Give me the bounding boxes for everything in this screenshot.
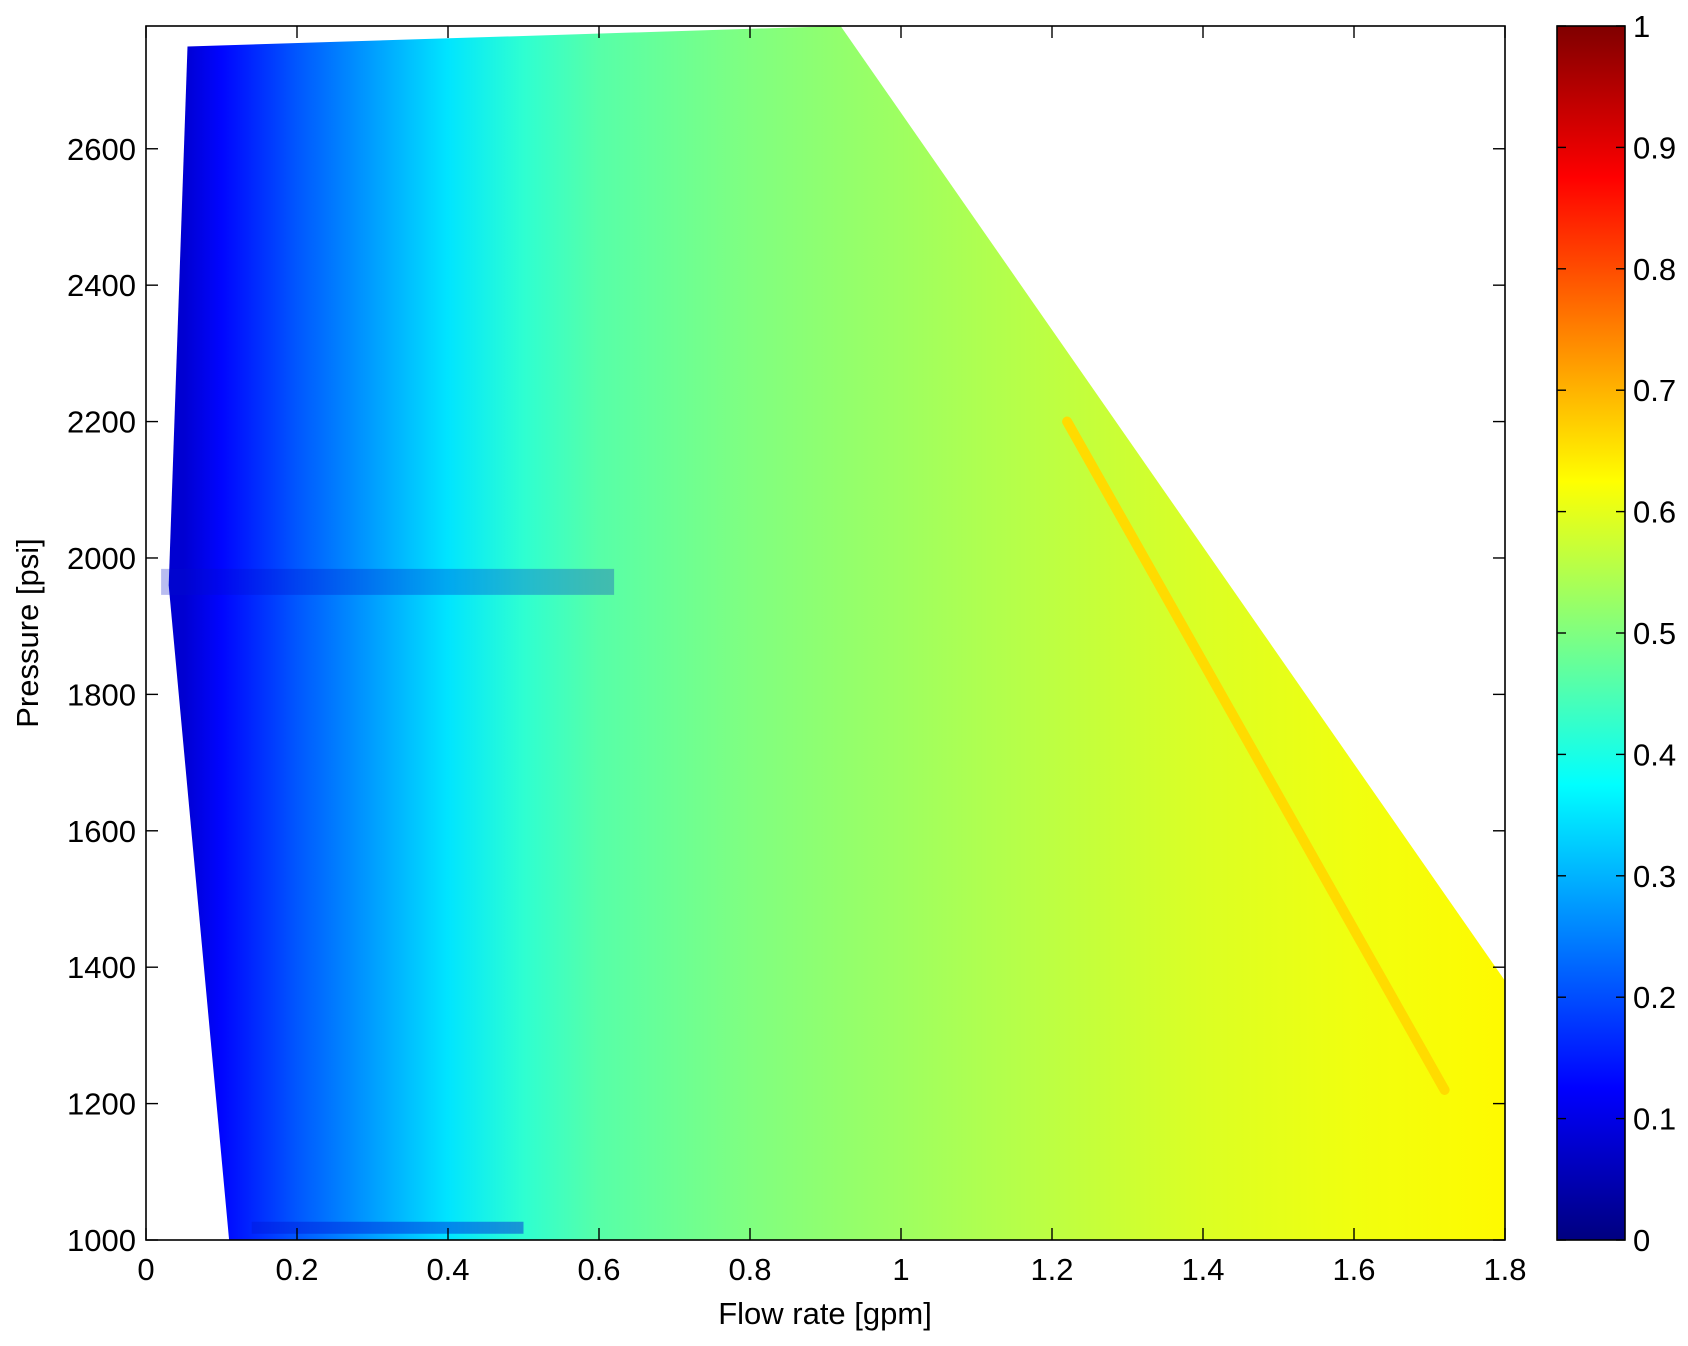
colorbar-tick-label: 0.4 [1633, 737, 1676, 772]
y-tick-label: 1800 [67, 677, 136, 712]
y-tick-label: 2400 [67, 268, 136, 303]
x-tick-label: 1.2 [1030, 1252, 1073, 1287]
x-tick-label: 1.6 [1332, 1252, 1375, 1287]
y-axis-title: Pressure [psi] [10, 538, 45, 728]
colorbar-tick-label: 1 [1633, 9, 1650, 44]
y-tick-label: 1000 [67, 1223, 136, 1258]
x-axis-title: Flow rate [gpm] [718, 1296, 932, 1331]
x-tick-label: 0 [137, 1252, 154, 1287]
colorbar-tick-label: 0 [1633, 1223, 1650, 1258]
colorbar-tick-label: 0.2 [1633, 980, 1676, 1015]
colorbar-tick-label: 0.5 [1633, 616, 1676, 651]
colorbar-tick-label: 0.1 [1633, 1102, 1676, 1137]
colorbar-tick-label: 0.3 [1633, 859, 1676, 894]
yellow-ridge [1062, 416, 1450, 1095]
colorbar [1556, 25, 1626, 1241]
colorbar-tick-label: 0.8 [1633, 252, 1676, 287]
colorbar-tick-label: 0.9 [1633, 130, 1676, 165]
y-tick-label: 2200 [67, 405, 136, 440]
x-tick-label: 1 [892, 1252, 909, 1287]
x-tick-label: 0.2 [275, 1252, 318, 1287]
x-tick-label: 0.4 [426, 1252, 469, 1287]
colorbar-tick-label: 0.6 [1633, 495, 1676, 530]
x-tick-label: 0.8 [728, 1252, 771, 1287]
x-tick-label: 1.4 [1181, 1252, 1224, 1287]
x-axis: 0 0.2 0.4 0.6 0.8 1 1.2 1.4 1.6 1.8 [137, 26, 1527, 1287]
y-axis: 1000 1200 1400 1600 1800 2000 2200 2400 2600 [67, 132, 1505, 1258]
y-tick-label: 1400 [67, 950, 136, 985]
x-tick-label: 0.6 [577, 1252, 620, 1287]
y-tick-label: 1600 [67, 814, 136, 849]
y-tick-label: 1200 [67, 1087, 136, 1122]
y-tick-label: 2600 [67, 132, 136, 167]
colorbar-tick-label: 0.7 [1633, 373, 1676, 408]
plot-frame [145, 25, 1506, 1241]
y-tick-label: 2000 [67, 541, 136, 576]
x-tick-label: 1.8 [1483, 1252, 1526, 1287]
colorbar-axis: 0 0.1 0.2 0.3 0.4 0.5 0.6 0.7 0.8 0.9 1 [1557, 9, 1676, 1258]
feasible-region-fill [168, 26, 1505, 1240]
